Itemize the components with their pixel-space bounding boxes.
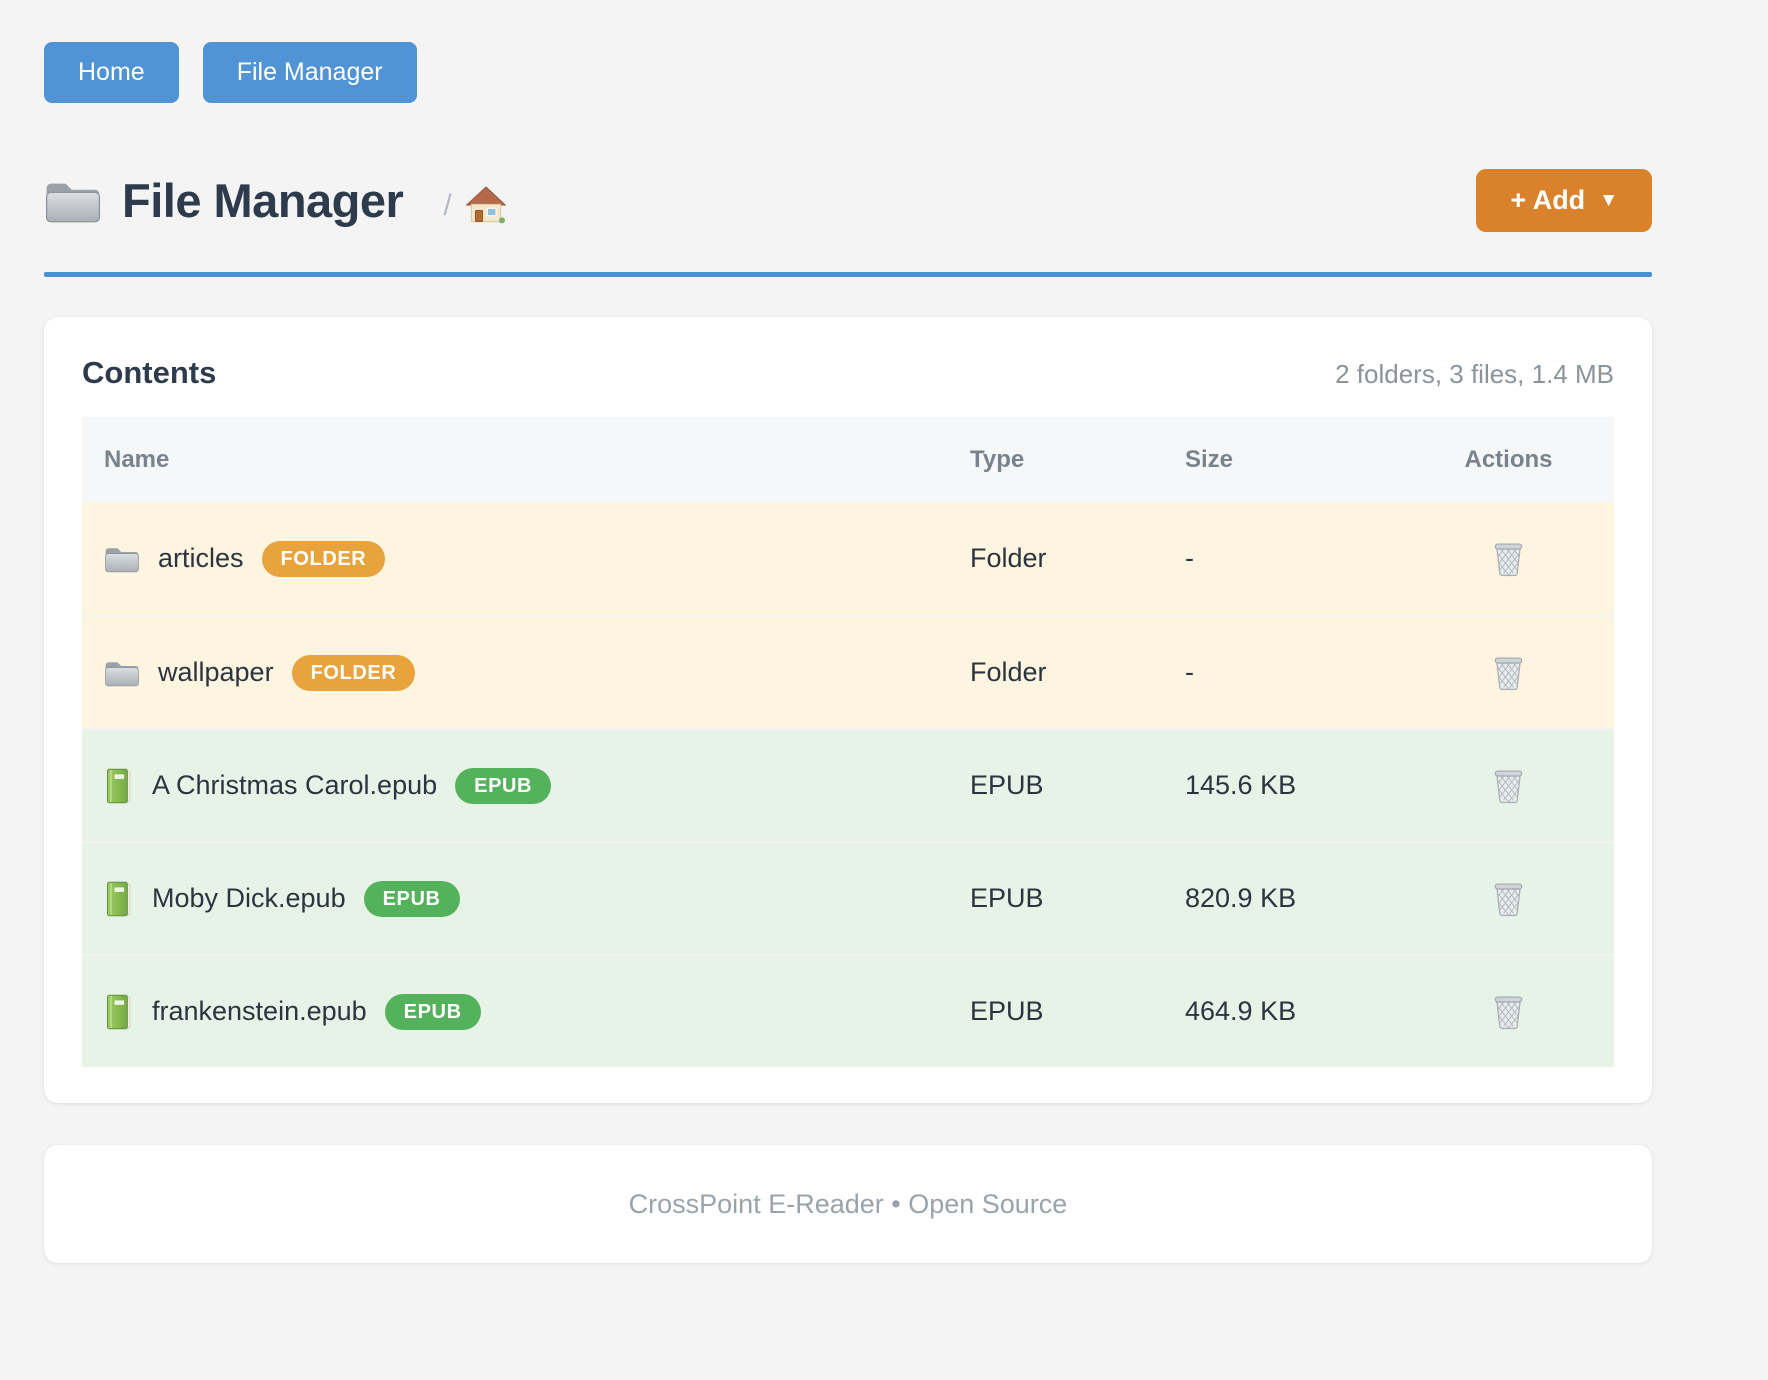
add-button-label: + Add <box>1510 185 1586 215</box>
folder-icon <box>45 182 101 222</box>
trash-icon <box>1492 880 1525 917</box>
page-title-group: File Manager / <box>44 173 1476 228</box>
column-header-type: Type <box>970 445 1025 473</box>
delete-button[interactable] <box>1486 761 1531 810</box>
footer-card: CrossPoint E-Reader • Open Source <box>44 1145 1652 1263</box>
trash-icon <box>1492 654 1525 691</box>
table-row[interactable]: articles FOLDER Folder - <box>82 502 1614 615</box>
table-header-row: Name Type Size Actions <box>82 417 1614 502</box>
contents-card-header: Contents 2 folders, 3 files, 1.4 MB <box>82 355 1614 391</box>
footer-text: CrossPoint E-Reader • Open Source <box>628 1188 1068 1219</box>
contents-card: Contents 2 folders, 3 files, 1.4 MB Name… <box>44 317 1652 1103</box>
column-header-name: Name <box>104 445 170 473</box>
contents-heading: Contents <box>82 355 217 390</box>
book-icon <box>106 768 131 803</box>
file-type: EPUB <box>970 883 1044 913</box>
folder-badge: FOLDER <box>261 540 386 577</box>
book-icon <box>106 994 131 1029</box>
delete-button[interactable] <box>1486 987 1531 1036</box>
file-type: EPUB <box>970 996 1044 1026</box>
home-breadcrumb-icon[interactable] <box>465 185 506 225</box>
contents-summary: 2 folders, 3 files, 1.4 MB <box>1335 359 1614 389</box>
top-nav: Home File Manager <box>44 42 1652 103</box>
chevron-down-icon: ▼ <box>1599 189 1618 211</box>
file-manager-nav-button[interactable]: File Manager <box>202 42 417 103</box>
file-name-link[interactable]: Moby Dick.epub <box>152 883 346 913</box>
file-name-link[interactable]: A Christmas Carol.epub <box>152 770 438 800</box>
trash-icon <box>1492 993 1525 1030</box>
column-header-actions: Actions <box>1464 445 1553 473</box>
delete-button[interactable] <box>1486 648 1531 697</box>
delete-button[interactable] <box>1486 874 1531 923</box>
file-size: - <box>1185 657 1194 687</box>
file-size: 464.9 KB <box>1185 996 1297 1026</box>
folder-icon <box>105 661 139 686</box>
breadcrumb-separator: / <box>443 188 452 222</box>
delete-button[interactable] <box>1486 534 1531 583</box>
trash-icon <box>1492 767 1525 804</box>
table-row[interactable]: A Christmas Carol.epub EPUB EPUB 145.6 K… <box>82 728 1614 841</box>
epub-badge: EPUB <box>363 880 460 917</box>
add-button[interactable]: + Add ▼ <box>1476 169 1652 232</box>
epub-badge: EPUB <box>455 767 552 804</box>
table-row[interactable]: Moby Dick.epub EPUB EPUB 820.9 KB <box>82 841 1614 954</box>
file-table: Name Type Size Actions articles FOLDER F… <box>82 417 1614 1067</box>
page-title: File Manager <box>122 174 404 227</box>
trash-icon <box>1492 540 1525 577</box>
file-size: - <box>1185 543 1194 573</box>
table-row[interactable]: wallpaper FOLDER Folder - <box>82 615 1614 728</box>
table-row[interactable]: frankenstein.epub EPUB EPUB 464.9 KB <box>82 954 1614 1067</box>
column-header-size: Size <box>1185 445 1234 473</box>
file-name-link[interactable]: frankenstein.epub <box>152 996 367 1026</box>
file-size: 145.6 KB <box>1185 770 1297 800</box>
file-name-link[interactable]: articles <box>158 543 244 573</box>
folder-icon <box>105 547 139 572</box>
book-icon <box>106 881 131 916</box>
epub-badge: EPUB <box>384 993 481 1030</box>
header-divider <box>44 272 1652 277</box>
file-size: 820.9 KB <box>1185 883 1297 913</box>
file-type: Folder <box>970 657 1047 687</box>
file-type: Folder <box>970 543 1047 573</box>
page-header: File Manager / + Add ▼ <box>44 169 1652 232</box>
home-nav-button[interactable]: Home <box>44 42 179 103</box>
file-type: EPUB <box>970 770 1044 800</box>
file-name-link[interactable]: wallpaper <box>158 657 274 687</box>
folder-badge: FOLDER <box>291 654 416 691</box>
